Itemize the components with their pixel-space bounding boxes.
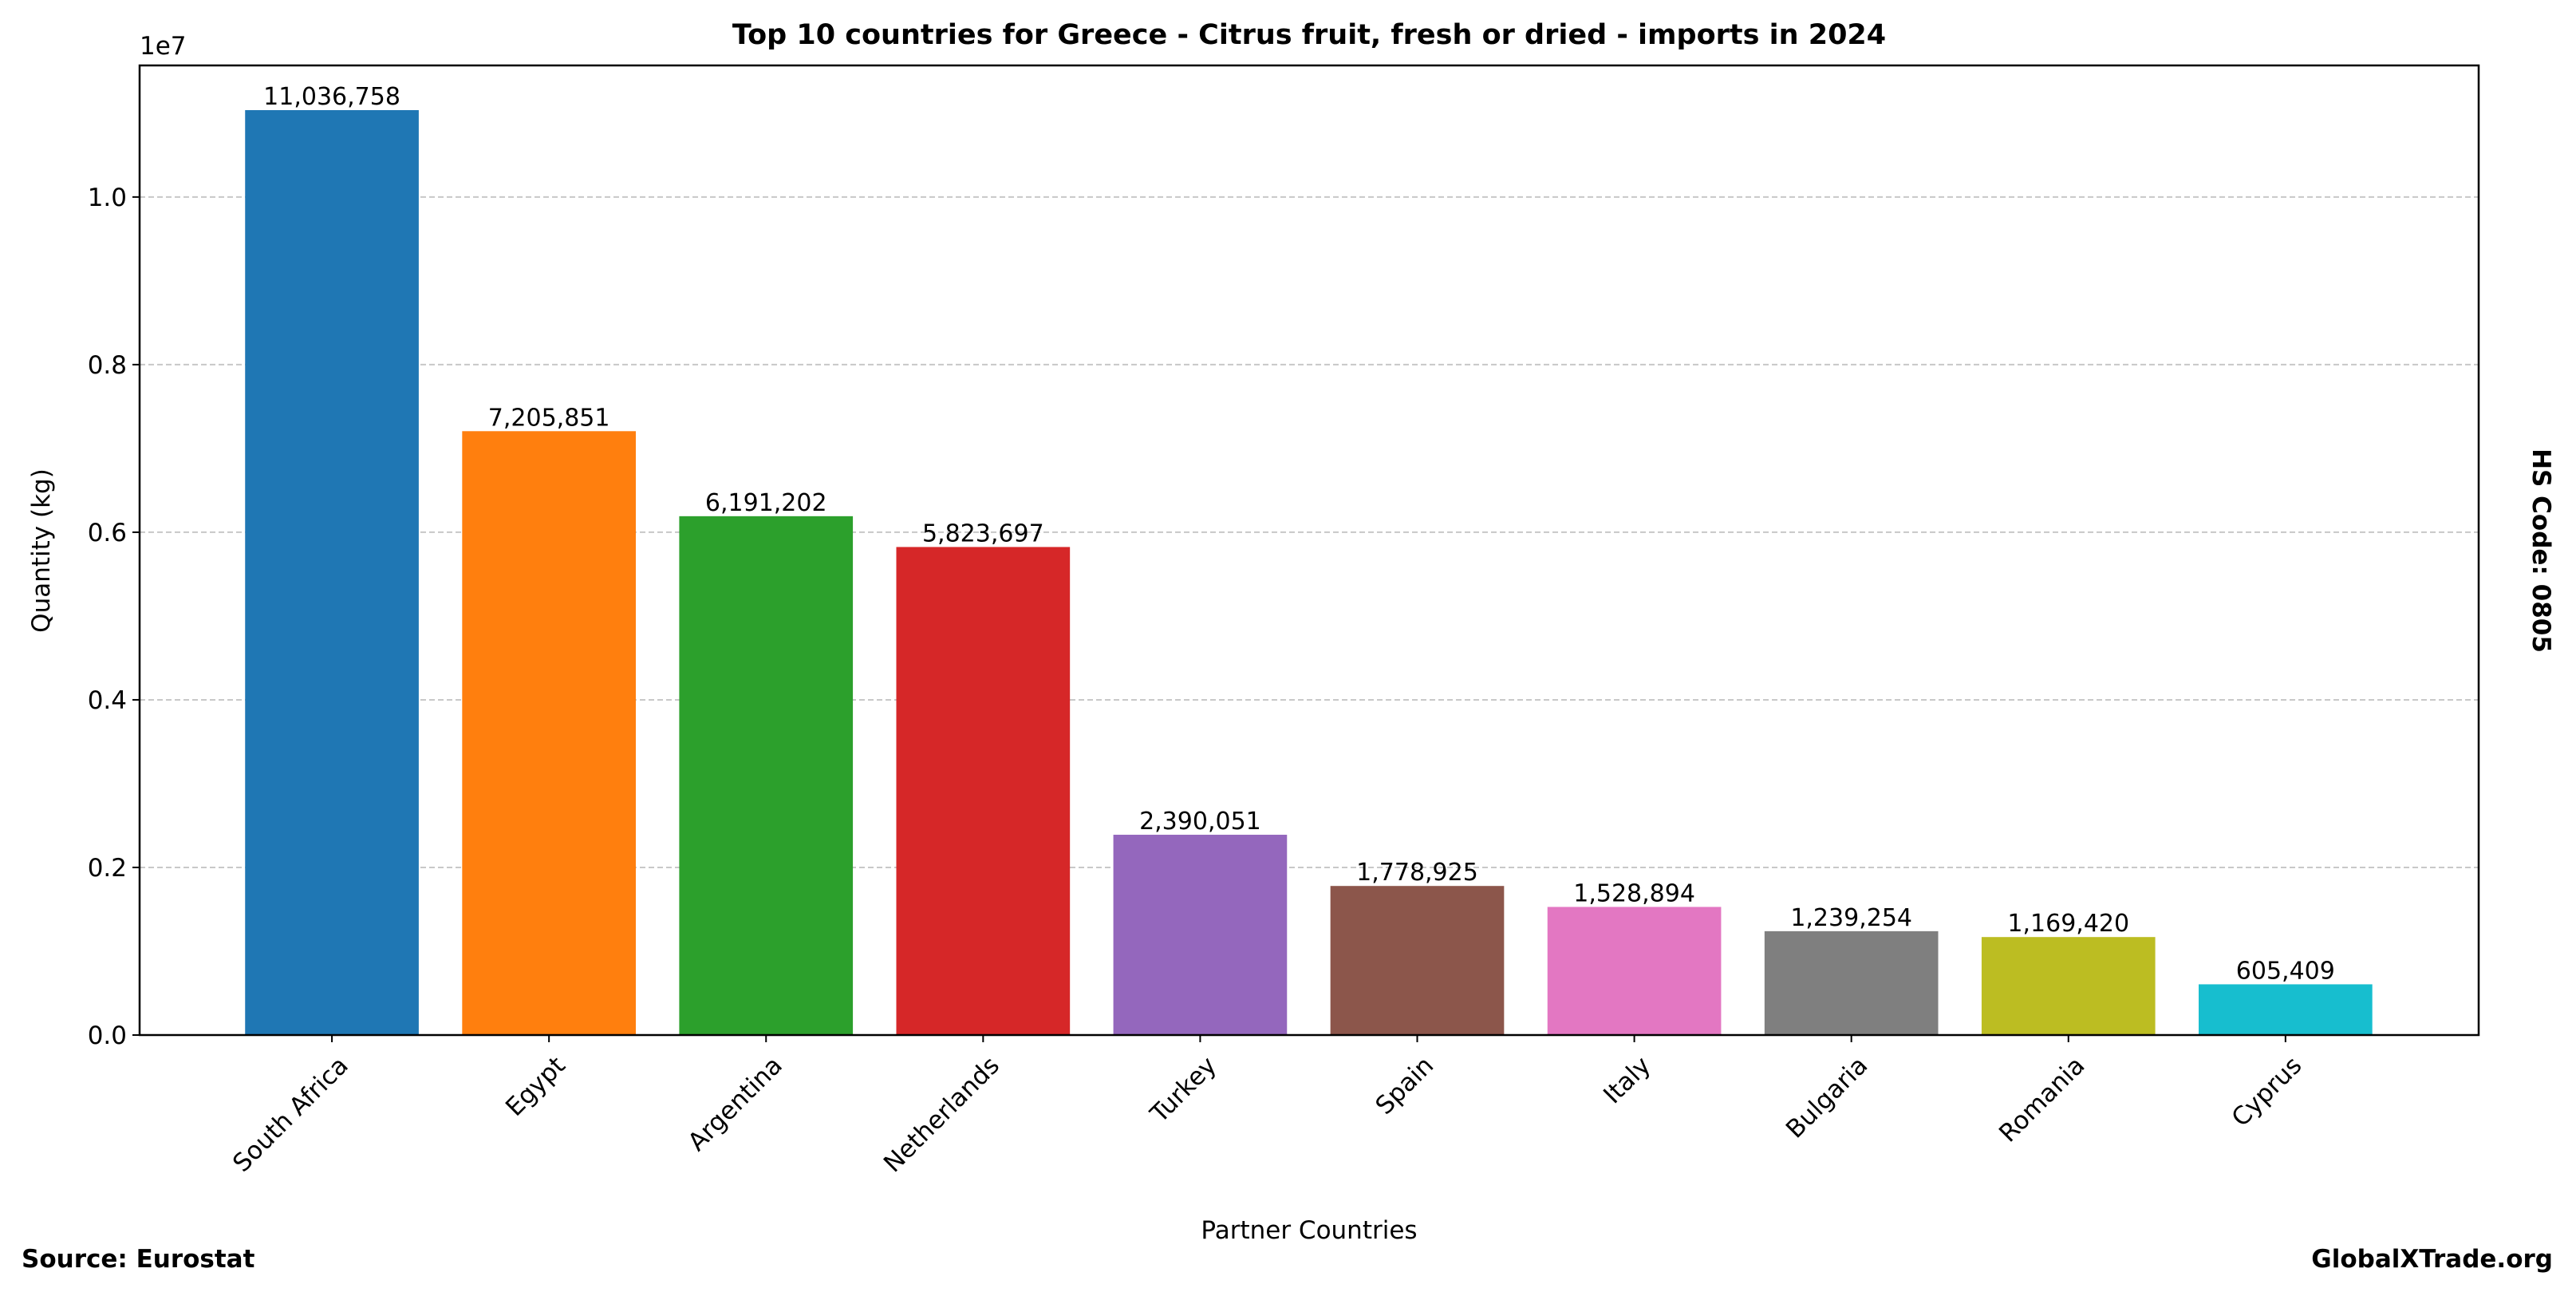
data-label: 2,390,051 [1139, 808, 1261, 836]
x-tick-label: South Africa [227, 1051, 354, 1178]
source-label: Source: Eurostat [22, 1245, 255, 1274]
bar-spain [1330, 886, 1505, 1035]
y-tick-label: 0.0 [88, 1021, 127, 1050]
x-axis-label: Partner Countries [1201, 1216, 1417, 1245]
y-tick-label: 1.0 [88, 184, 127, 212]
y-tick-label: 0.8 [88, 351, 127, 380]
data-label: 1,239,254 [1790, 904, 1912, 932]
bar-turkey [1113, 835, 1288, 1035]
x-tick-label: Netherlands [878, 1051, 1005, 1178]
data-label: 1,169,420 [2007, 910, 2129, 938]
chart-title: Top 10 countries for Greece - Citrus fru… [732, 19, 1886, 51]
bar-italy [1547, 907, 1722, 1035]
data-label: 1,778,925 [1356, 859, 1478, 887]
plot-frame [138, 64, 2480, 1037]
watermark-label: GlobalXTrade.org [2311, 1245, 2553, 1274]
data-label: 5,823,697 [922, 520, 1044, 547]
bar-egypt [462, 431, 636, 1035]
data-label: 11,036,758 [263, 83, 400, 111]
bar-romania [1981, 937, 2156, 1035]
x-tick-label: Argentina [683, 1051, 788, 1156]
y-offset-label: 1e7 [140, 32, 187, 61]
bar-netherlands [896, 547, 1071, 1035]
bar-cyprus [2199, 984, 2373, 1035]
bar-argentina [679, 516, 854, 1035]
y-axis-label: Quantity (kg) [27, 468, 56, 633]
data-label: 1,528,894 [1573, 879, 1695, 907]
y-tick-label: 0.2 [88, 854, 127, 883]
x-tick-label: Romania [1994, 1051, 2090, 1148]
bar-south-africa [245, 109, 419, 1036]
x-tick-label: Cyprus [2227, 1051, 2308, 1132]
data-label: 7,205,851 [488, 404, 610, 432]
hs-code-label: HS Code: 0805 [2527, 448, 2555, 653]
x-tick-label: Italy [1598, 1051, 1656, 1109]
data-label: 605,409 [2236, 957, 2335, 985]
data-label: 6,191,202 [705, 489, 827, 517]
y-tick-label: 0.6 [88, 519, 127, 547]
bar-bulgaria [1764, 931, 1939, 1035]
x-tick-label: Egypt [500, 1051, 571, 1122]
x-tick-label: Turkey [1145, 1051, 1223, 1129]
y-tick-label: 0.4 [88, 686, 127, 715]
x-tick-label: Spain [1370, 1051, 1439, 1120]
x-tick-label: Bulgaria [1781, 1051, 1873, 1144]
